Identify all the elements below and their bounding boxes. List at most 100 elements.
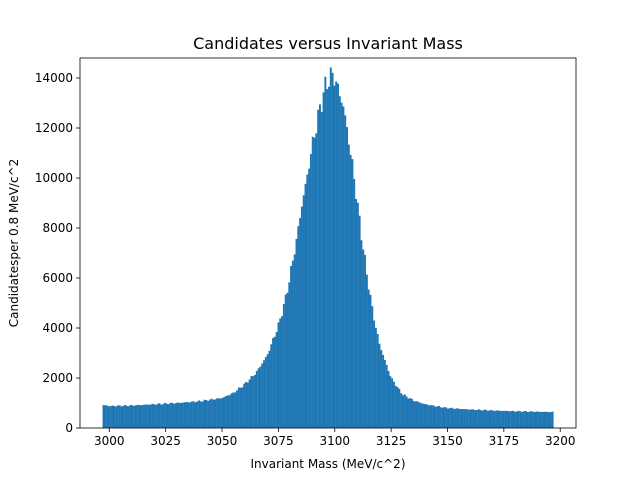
histogram-bar xyxy=(180,402,183,428)
histogram-bar xyxy=(457,408,460,428)
histogram-bar xyxy=(466,409,469,428)
histogram-bar xyxy=(340,102,343,429)
histogram-bar xyxy=(250,376,253,428)
histogram-bar xyxy=(171,402,174,428)
x-axis-ticks: 3000 3025 3050 3075 3100 3125 3150 3175 3200 xyxy=(94,428,575,448)
histogram-bar xyxy=(136,404,139,428)
histogram-bar xyxy=(263,360,266,428)
histogram-bar xyxy=(297,226,300,428)
histogram-bar xyxy=(526,411,529,428)
histogram-bar xyxy=(138,405,141,428)
histogram-bar xyxy=(192,401,195,428)
histogram-bar xyxy=(181,402,184,428)
histogram-bar xyxy=(436,406,439,428)
histogram-bar xyxy=(412,401,415,428)
histogram-bar xyxy=(185,402,188,428)
histogram-bar xyxy=(383,359,386,428)
histogram-bar xyxy=(273,336,276,428)
histogram-bar xyxy=(358,215,361,428)
histogram-bar xyxy=(520,411,523,428)
histogram-bar xyxy=(329,67,332,429)
histogram-bar xyxy=(135,405,137,428)
histogram-bar xyxy=(279,318,282,428)
histogram-bar xyxy=(481,410,484,428)
histogram-bar xyxy=(499,410,502,428)
histogram-bar xyxy=(106,405,109,428)
histogram-bar xyxy=(376,333,379,428)
histogram-bar xyxy=(486,410,489,428)
histogram-bar xyxy=(102,405,105,428)
histogram-bar xyxy=(291,260,294,428)
histogram-bar xyxy=(239,387,242,428)
histogram-bar xyxy=(434,406,437,428)
histogram-bar xyxy=(219,398,222,428)
y-tick-label: 12000 xyxy=(35,121,73,135)
histogram-bar xyxy=(158,403,161,428)
histogram-bar xyxy=(475,410,478,428)
histogram-bar xyxy=(546,411,549,428)
histogram-bar xyxy=(306,174,309,428)
histogram-bar xyxy=(418,402,421,428)
x-tick-label: 3200 xyxy=(545,434,576,448)
histogram-bar xyxy=(524,410,527,428)
histogram-bar xyxy=(156,403,159,428)
histogram-bar xyxy=(371,306,374,428)
histogram-bar xyxy=(228,395,231,428)
histogram-bar xyxy=(510,411,513,428)
histogram-bar xyxy=(115,406,118,428)
histogram-bar xyxy=(425,404,428,428)
histogram-bar xyxy=(448,408,451,428)
histogram-bar xyxy=(207,400,210,428)
histogram-bar xyxy=(367,289,370,428)
histogram-bar xyxy=(127,406,130,428)
histogram-bar xyxy=(432,405,435,428)
histogram-bar xyxy=(502,410,505,428)
histogram-bar xyxy=(353,178,356,428)
histogram-bar xyxy=(472,409,475,428)
histogram-bar xyxy=(477,409,480,428)
histogram-bar xyxy=(438,405,440,428)
histogram-bar xyxy=(304,183,307,428)
histogram-bar xyxy=(133,405,136,428)
y-tick-label: 10000 xyxy=(35,171,73,185)
histogram-bar xyxy=(549,412,552,428)
histogram-bar xyxy=(407,398,410,428)
histogram-bar xyxy=(344,115,347,428)
histogram-bar xyxy=(178,402,181,428)
y-tick-label: 6000 xyxy=(42,271,73,285)
y-axis-label: Candidatesper 0.8 MeV/c^2 xyxy=(7,159,21,328)
histogram-bar xyxy=(511,410,514,428)
histogram-bar xyxy=(356,202,359,428)
histogram-bar xyxy=(337,83,339,428)
histogram-bar xyxy=(299,218,302,428)
histogram-bar xyxy=(456,408,459,428)
histogram-bar xyxy=(160,404,163,428)
histogram-bar xyxy=(221,397,224,428)
histogram-bar xyxy=(122,405,125,428)
histogram-bar xyxy=(315,133,318,428)
histogram-bar xyxy=(237,387,240,428)
histogram-bar xyxy=(317,109,320,428)
histogram-bar xyxy=(113,405,116,428)
histogram-bar xyxy=(116,405,119,428)
histogram-bar xyxy=(245,381,247,428)
histogram-bar xyxy=(447,408,449,428)
histogram-bar xyxy=(165,403,168,428)
histogram-bar xyxy=(391,378,394,428)
histogram-bar xyxy=(360,240,363,428)
histogram-bar xyxy=(414,401,417,428)
x-tick-label: 3150 xyxy=(432,434,463,448)
histogram-bar xyxy=(216,398,219,428)
histogram-bar xyxy=(542,411,545,428)
histogram-bar xyxy=(300,206,303,428)
histogram-bar xyxy=(483,409,486,428)
histogram-bar xyxy=(210,398,213,428)
histogram-bar xyxy=(531,411,534,428)
histogram-bar xyxy=(145,404,148,428)
histogram-bar xyxy=(176,402,179,428)
histogram-bar xyxy=(416,401,419,428)
histogram-bar xyxy=(374,327,377,428)
histogram-bar xyxy=(163,402,166,428)
histogram-bar xyxy=(419,403,422,428)
histogram-bar xyxy=(212,399,215,428)
